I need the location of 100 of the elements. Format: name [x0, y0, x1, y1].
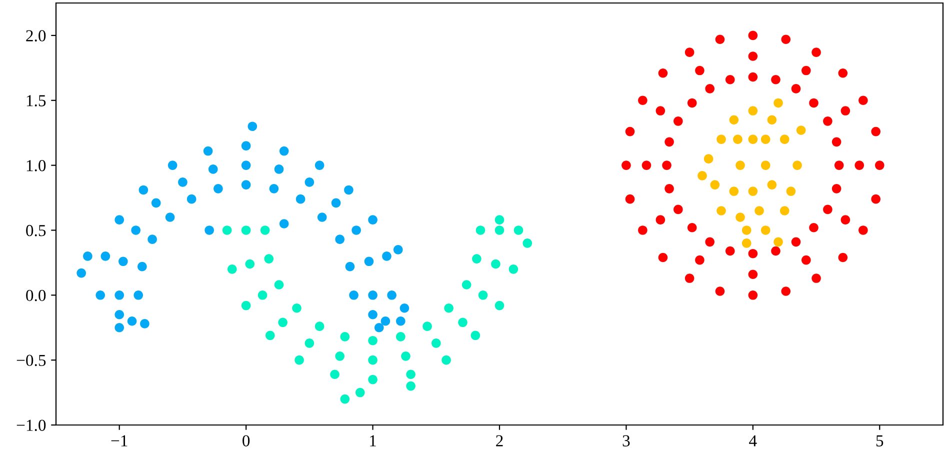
point	[368, 336, 378, 346]
point	[494, 226, 504, 235]
point	[687, 222, 697, 232]
point	[725, 74, 735, 84]
point	[656, 215, 666, 224]
point	[522, 238, 532, 248]
point	[368, 215, 378, 224]
point	[294, 355, 304, 365]
point	[114, 290, 124, 300]
point	[748, 52, 758, 61]
point	[684, 48, 694, 57]
point	[748, 30, 758, 40]
point	[178, 178, 188, 187]
point	[748, 290, 758, 300]
point	[809, 222, 818, 232]
point	[462, 280, 472, 290]
point	[387, 290, 396, 300]
point	[748, 248, 758, 258]
point	[340, 394, 350, 404]
point	[854, 160, 864, 170]
point	[823, 204, 832, 214]
point	[279, 219, 289, 228]
point	[214, 184, 223, 194]
point	[258, 290, 268, 300]
point	[83, 252, 92, 261]
x-tick-label: −1	[111, 435, 128, 446]
point	[100, 252, 110, 261]
point	[780, 134, 790, 144]
y-tick-label: 0.5	[26, 224, 46, 236]
point	[138, 185, 148, 195]
point	[625, 194, 635, 204]
point	[241, 180, 251, 190]
point	[476, 226, 486, 235]
x-tick-label: 3	[622, 435, 630, 446]
point	[871, 194, 880, 204]
point	[186, 194, 196, 204]
point	[304, 178, 314, 187]
point	[729, 186, 739, 196]
point	[368, 374, 378, 384]
point	[840, 106, 850, 116]
point	[664, 137, 674, 147]
point	[458, 318, 468, 328]
point	[684, 274, 694, 283]
point	[638, 226, 648, 235]
point	[698, 171, 707, 180]
point	[687, 98, 697, 108]
point	[393, 245, 403, 254]
point	[406, 381, 416, 391]
point	[114, 215, 124, 224]
point	[151, 198, 161, 208]
y-tick-label: −0.5	[16, 354, 46, 366]
point	[314, 322, 324, 331]
point	[786, 186, 796, 196]
point	[812, 274, 821, 283]
y-tick-label: 2.0	[26, 30, 46, 42]
point	[292, 303, 302, 313]
point	[114, 310, 124, 320]
point	[431, 338, 441, 348]
point	[748, 106, 758, 116]
point	[774, 98, 783, 108]
point	[494, 215, 504, 224]
point	[725, 246, 735, 256]
point	[832, 184, 842, 194]
point	[767, 115, 777, 125]
point	[838, 68, 848, 78]
point	[138, 262, 147, 272]
x-tick-label: 4	[749, 435, 757, 446]
x-tick-label: 2	[496, 435, 503, 446]
point	[400, 303, 410, 313]
point	[279, 146, 289, 156]
point	[76, 268, 86, 278]
point	[374, 322, 384, 332]
point	[204, 226, 214, 235]
point	[380, 316, 390, 326]
point	[442, 355, 451, 365]
point	[733, 134, 742, 144]
point	[422, 322, 432, 331]
point	[834, 160, 844, 170]
point	[131, 226, 140, 235]
y-tick-label: 0.0	[26, 290, 46, 302]
point	[705, 84, 715, 94]
point	[695, 255, 704, 265]
point	[368, 355, 378, 365]
point	[352, 226, 361, 235]
point	[140, 319, 150, 328]
point	[134, 290, 144, 300]
point	[203, 146, 213, 156]
point	[832, 137, 842, 147]
point	[491, 259, 500, 269]
point	[265, 330, 275, 340]
point	[858, 226, 868, 235]
point	[662, 160, 672, 170]
point	[838, 252, 848, 262]
point	[809, 98, 818, 108]
point	[736, 160, 745, 170]
point	[118, 256, 128, 266]
point	[269, 184, 279, 194]
point	[227, 264, 237, 274]
point	[168, 160, 178, 170]
point	[771, 246, 780, 256]
